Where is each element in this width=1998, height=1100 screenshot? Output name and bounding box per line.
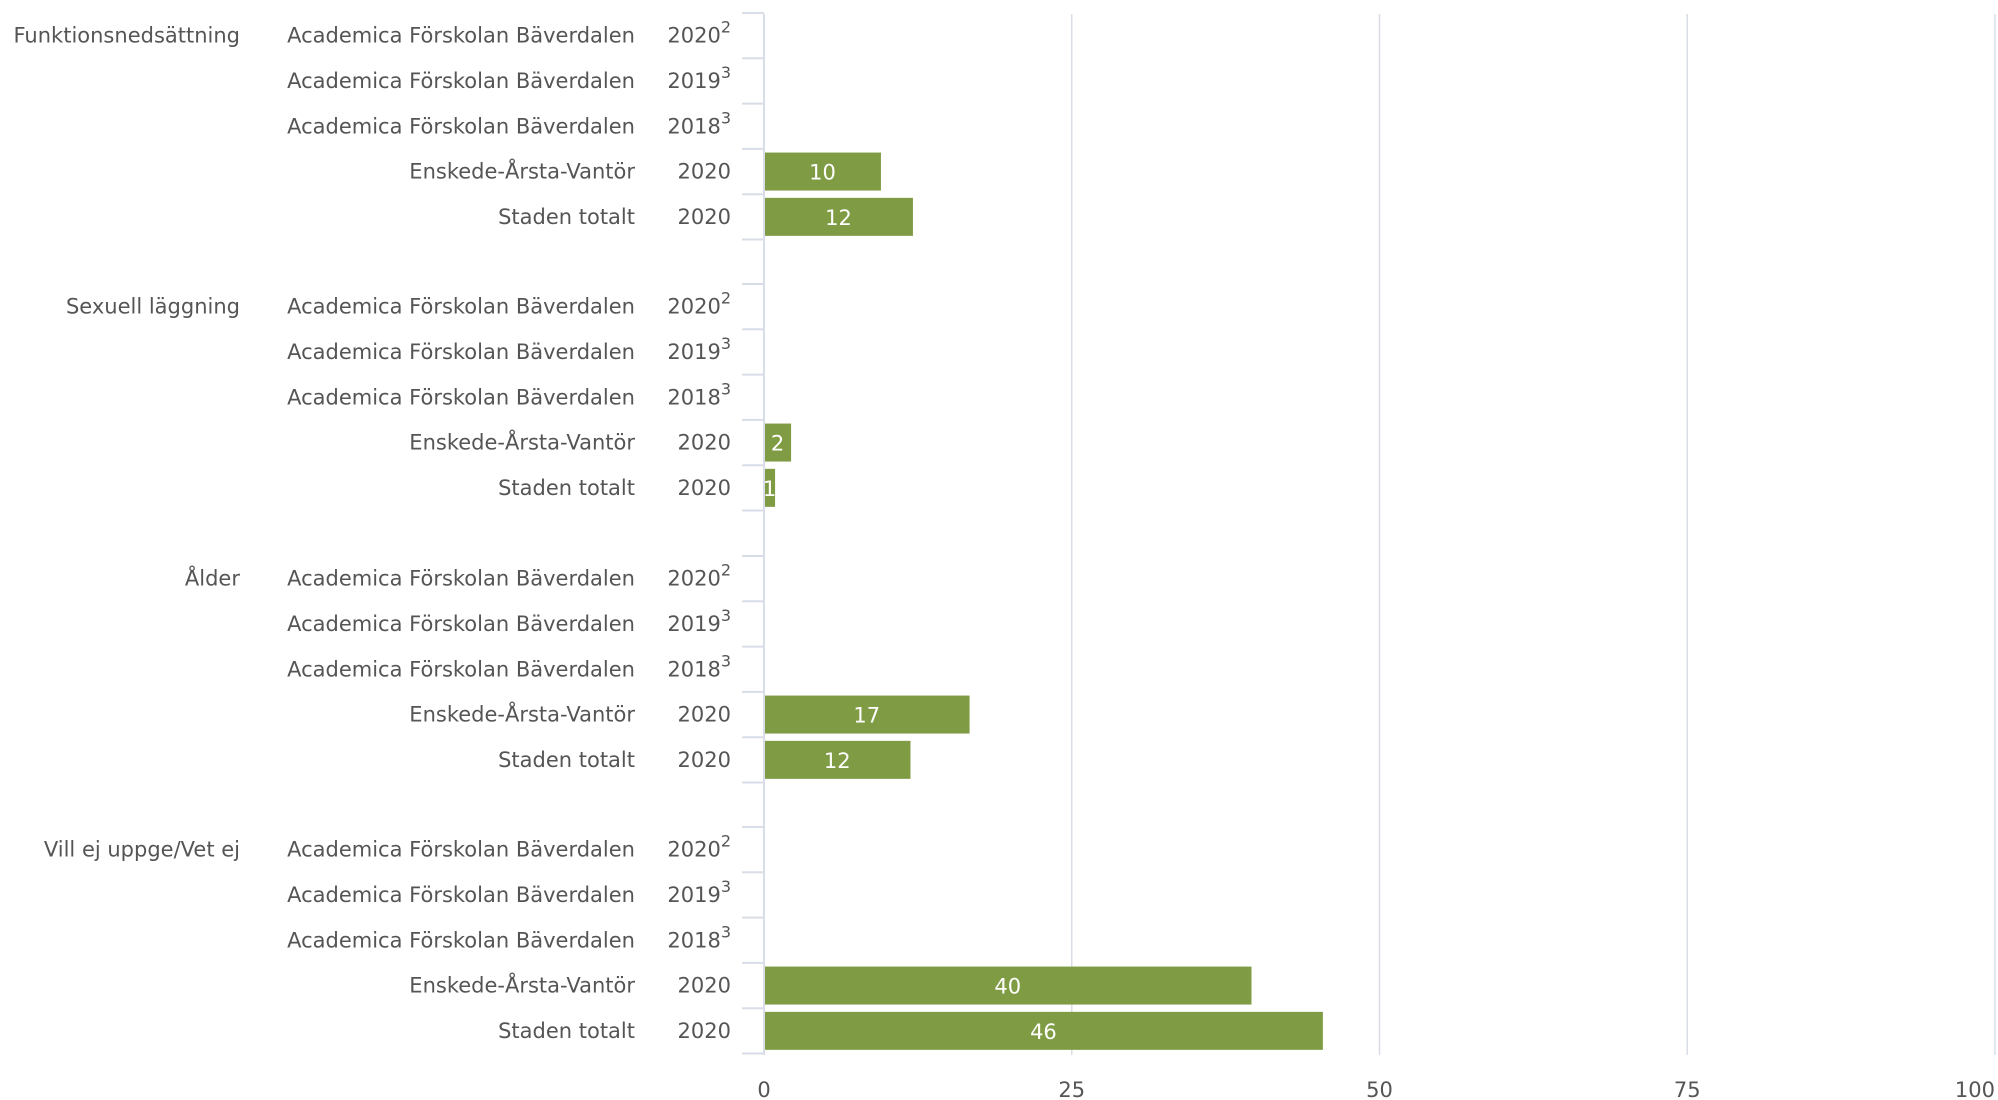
- row-year-label: 2020: [678, 974, 731, 998]
- group-label: Funktionsnedsättning: [14, 24, 241, 48]
- footnote-marker: 3: [721, 651, 731, 670]
- x-tick-label: 100: [1955, 1078, 1995, 1100]
- bar: [764, 966, 1252, 1005]
- bar: [764, 740, 911, 779]
- row-unit-label: Academica Förskolan Bäverdalen: [287, 340, 635, 364]
- row-unit-label: Academica Förskolan Bäverdalen: [287, 295, 635, 319]
- footnote-marker: 2: [721, 561, 731, 580]
- row-unit-label: Academica Förskolan Bäverdalen: [287, 883, 635, 907]
- row-year-label: 20193: [667, 334, 731, 364]
- bar-value-label: 46: [1030, 1020, 1057, 1044]
- footnote-marker: 2: [721, 18, 731, 37]
- row-year-label: 20183: [667, 922, 731, 952]
- row-unit-label: Academica Förskolan Bäverdalen: [287, 385, 635, 409]
- x-tick-label: 0: [757, 1078, 770, 1100]
- footnote-marker: 3: [721, 877, 731, 896]
- footnote-marker: 3: [721, 922, 731, 941]
- row-year-label: 20183: [667, 651, 731, 681]
- bar-value-label: 10: [809, 161, 836, 185]
- row-unit-label: Staden totalt: [498, 748, 635, 772]
- bar-value-label: 17: [853, 704, 880, 728]
- label-layer: Funktionsnedsättning Academica Förskolan …: [14, 18, 732, 1043]
- bar-value-label: 40: [994, 975, 1021, 999]
- footnote-marker: 3: [721, 108, 731, 127]
- row-year-label: 20202: [667, 289, 731, 319]
- footnote-marker: 2: [721, 289, 731, 308]
- row-unit-label: Academica Förskolan Bäverdalen: [287, 838, 635, 862]
- bar-value-label: 12: [824, 749, 851, 773]
- row-year-label: 2020: [678, 703, 731, 727]
- bar: [764, 423, 792, 462]
- row-year-label: 20193: [667, 606, 731, 636]
- bar-value-label: 2: [771, 432, 784, 456]
- row-unit-label: Academica Förskolan Bäverdalen: [287, 69, 635, 93]
- bar: [764, 468, 776, 507]
- x-tick-label: 75: [1674, 1078, 1701, 1100]
- bar: [764, 695, 970, 734]
- x-axis: 0 25 50 75 100: [742, 12, 1995, 1100]
- row-unit-label: Academica Förskolan Bäverdalen: [287, 24, 635, 48]
- row-unit-label: Enskede-Årsta-Vantör: [409, 429, 635, 455]
- row-unit-label: Enskede-Årsta-Vantör: [409, 972, 635, 998]
- row-unit-label: Academica Förskolan Bäverdalen: [287, 612, 635, 636]
- row-unit-label: Staden totalt: [498, 1019, 635, 1043]
- row-unit-label: Enskede-Årsta-Vantör: [409, 701, 635, 727]
- row-year-label: 20202: [667, 18, 731, 48]
- footnote-marker: 3: [721, 606, 731, 625]
- bar-value-label: 12: [825, 206, 852, 230]
- row-year-label: 2020: [678, 748, 731, 772]
- footnote-marker: 2: [721, 832, 731, 851]
- row-unit-label: Academica Förskolan Bäverdalen: [287, 928, 635, 952]
- row-unit-label: Staden totalt: [498, 476, 635, 500]
- row-year-label: 20202: [667, 832, 731, 862]
- row-year-label: 20193: [667, 877, 731, 907]
- bar: [764, 197, 913, 236]
- grid-layer: [1071, 14, 1996, 1055]
- row-year-label: 2020: [678, 160, 731, 184]
- row-unit-label: Academica Förskolan Bäverdalen: [287, 567, 635, 591]
- row-year-label: 20183: [667, 108, 731, 138]
- row-year-label: 20202: [667, 561, 731, 591]
- row-year-label: 2020: [678, 476, 731, 500]
- row-year-label: 2020: [678, 205, 731, 229]
- bar-value-label: 1: [763, 477, 776, 501]
- row-year-label: 20193: [667, 63, 731, 93]
- footnote-marker: 3: [721, 334, 731, 353]
- footnote-marker: 3: [721, 63, 731, 82]
- row-year-label: 2020: [678, 1019, 731, 1043]
- x-tick-label: 25: [1058, 1078, 1085, 1100]
- row-unit-label: Academica Förskolan Bäverdalen: [287, 657, 635, 681]
- row-unit-label: Academica Förskolan Bäverdalen: [287, 114, 635, 138]
- row-year-label: 20183: [667, 379, 731, 409]
- group-label: Vill ej uppge/Vet ej: [44, 838, 240, 862]
- x-tick-label: 50: [1366, 1078, 1393, 1100]
- group-label: Ålder: [185, 565, 240, 591]
- row-unit-label: Staden totalt: [498, 205, 635, 229]
- row-unit-label: Enskede-Årsta-Vantör: [409, 158, 635, 184]
- row-year-label: 2020: [678, 431, 731, 455]
- bar: [764, 1011, 1323, 1050]
- bar: [764, 152, 881, 191]
- group-label: Sexuell läggning: [66, 295, 240, 319]
- footnote-marker: 3: [721, 379, 731, 398]
